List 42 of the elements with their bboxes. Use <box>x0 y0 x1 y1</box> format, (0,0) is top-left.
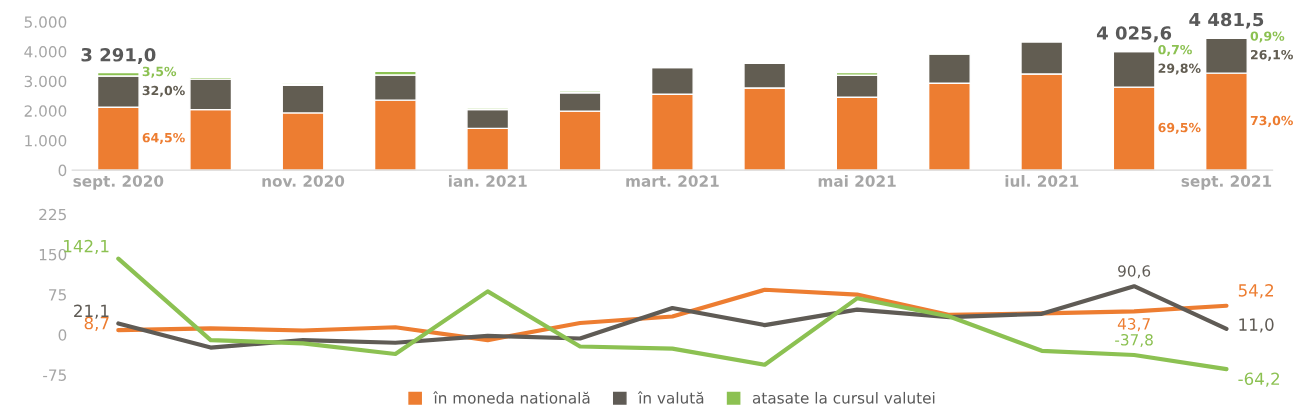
annotation: 0,7% <box>1158 44 1192 56</box>
annotation: 32,0% <box>142 85 185 97</box>
data-label: 90,6 <box>1118 265 1151 279</box>
data-label: 8,7 <box>84 316 109 332</box>
y-tick-label: 1.000 <box>25 134 67 147</box>
total-label: 4 025,6 <box>1096 26 1172 43</box>
data-label: 21,1 <box>74 304 109 319</box>
y-tick-label: 4.000 <box>24 45 67 58</box>
annotation: 3,5% <box>142 66 177 78</box>
y-tick-label: 225 <box>39 208 66 221</box>
annotation: 69,5% <box>1158 122 1201 134</box>
x-tick-label: ian. 2021 <box>448 175 527 187</box>
data-label: 43,7 <box>1117 318 1150 332</box>
annotation: 0,9% <box>1250 31 1285 43</box>
y-tick-label: 3.000 <box>24 75 67 88</box>
legend-label: în valută <box>637 391 704 404</box>
y-tick-label: 0 <box>58 164 67 177</box>
x-tick-label: sept. 2020 <box>73 175 164 190</box>
x-tick-label: iul. 2021 <box>1005 175 1079 187</box>
y-tick-label: 5.000 <box>24 16 67 28</box>
annotation: 26,1% <box>1251 49 1293 61</box>
data-label: -37,8 <box>1115 333 1153 348</box>
y-tick-label: 0 <box>58 329 67 341</box>
annotation: 64,5% <box>142 132 185 144</box>
x-tick-label: mart. 2021 <box>626 175 719 187</box>
x-tick-label: sept. 2021 <box>1181 175 1272 190</box>
data-label: -64,2 <box>1238 372 1280 387</box>
legend-label: atasate la cursul valutei <box>752 391 935 404</box>
legend-label: în moneda natională <box>433 391 590 404</box>
data-label: 11,0 <box>1239 318 1274 333</box>
annotation: 29,8% <box>1158 63 1201 75</box>
line-series <box>116 256 1229 372</box>
y-tick-label: 2.000 <box>24 105 67 117</box>
total-label: 3 291,0 <box>81 47 156 64</box>
data-label: 54,2 <box>1238 284 1274 299</box>
y-tick-label: -75 <box>43 369 66 381</box>
line-series <box>116 284 1229 350</box>
x-tick-label: nov. 2020 <box>262 175 345 187</box>
x-tick-label: mai 2021 <box>818 175 896 187</box>
y-tick-label: 75 <box>49 289 66 301</box>
total-label: 4 481,5 <box>1189 12 1264 29</box>
annotation: 73,0% <box>1250 115 1293 127</box>
